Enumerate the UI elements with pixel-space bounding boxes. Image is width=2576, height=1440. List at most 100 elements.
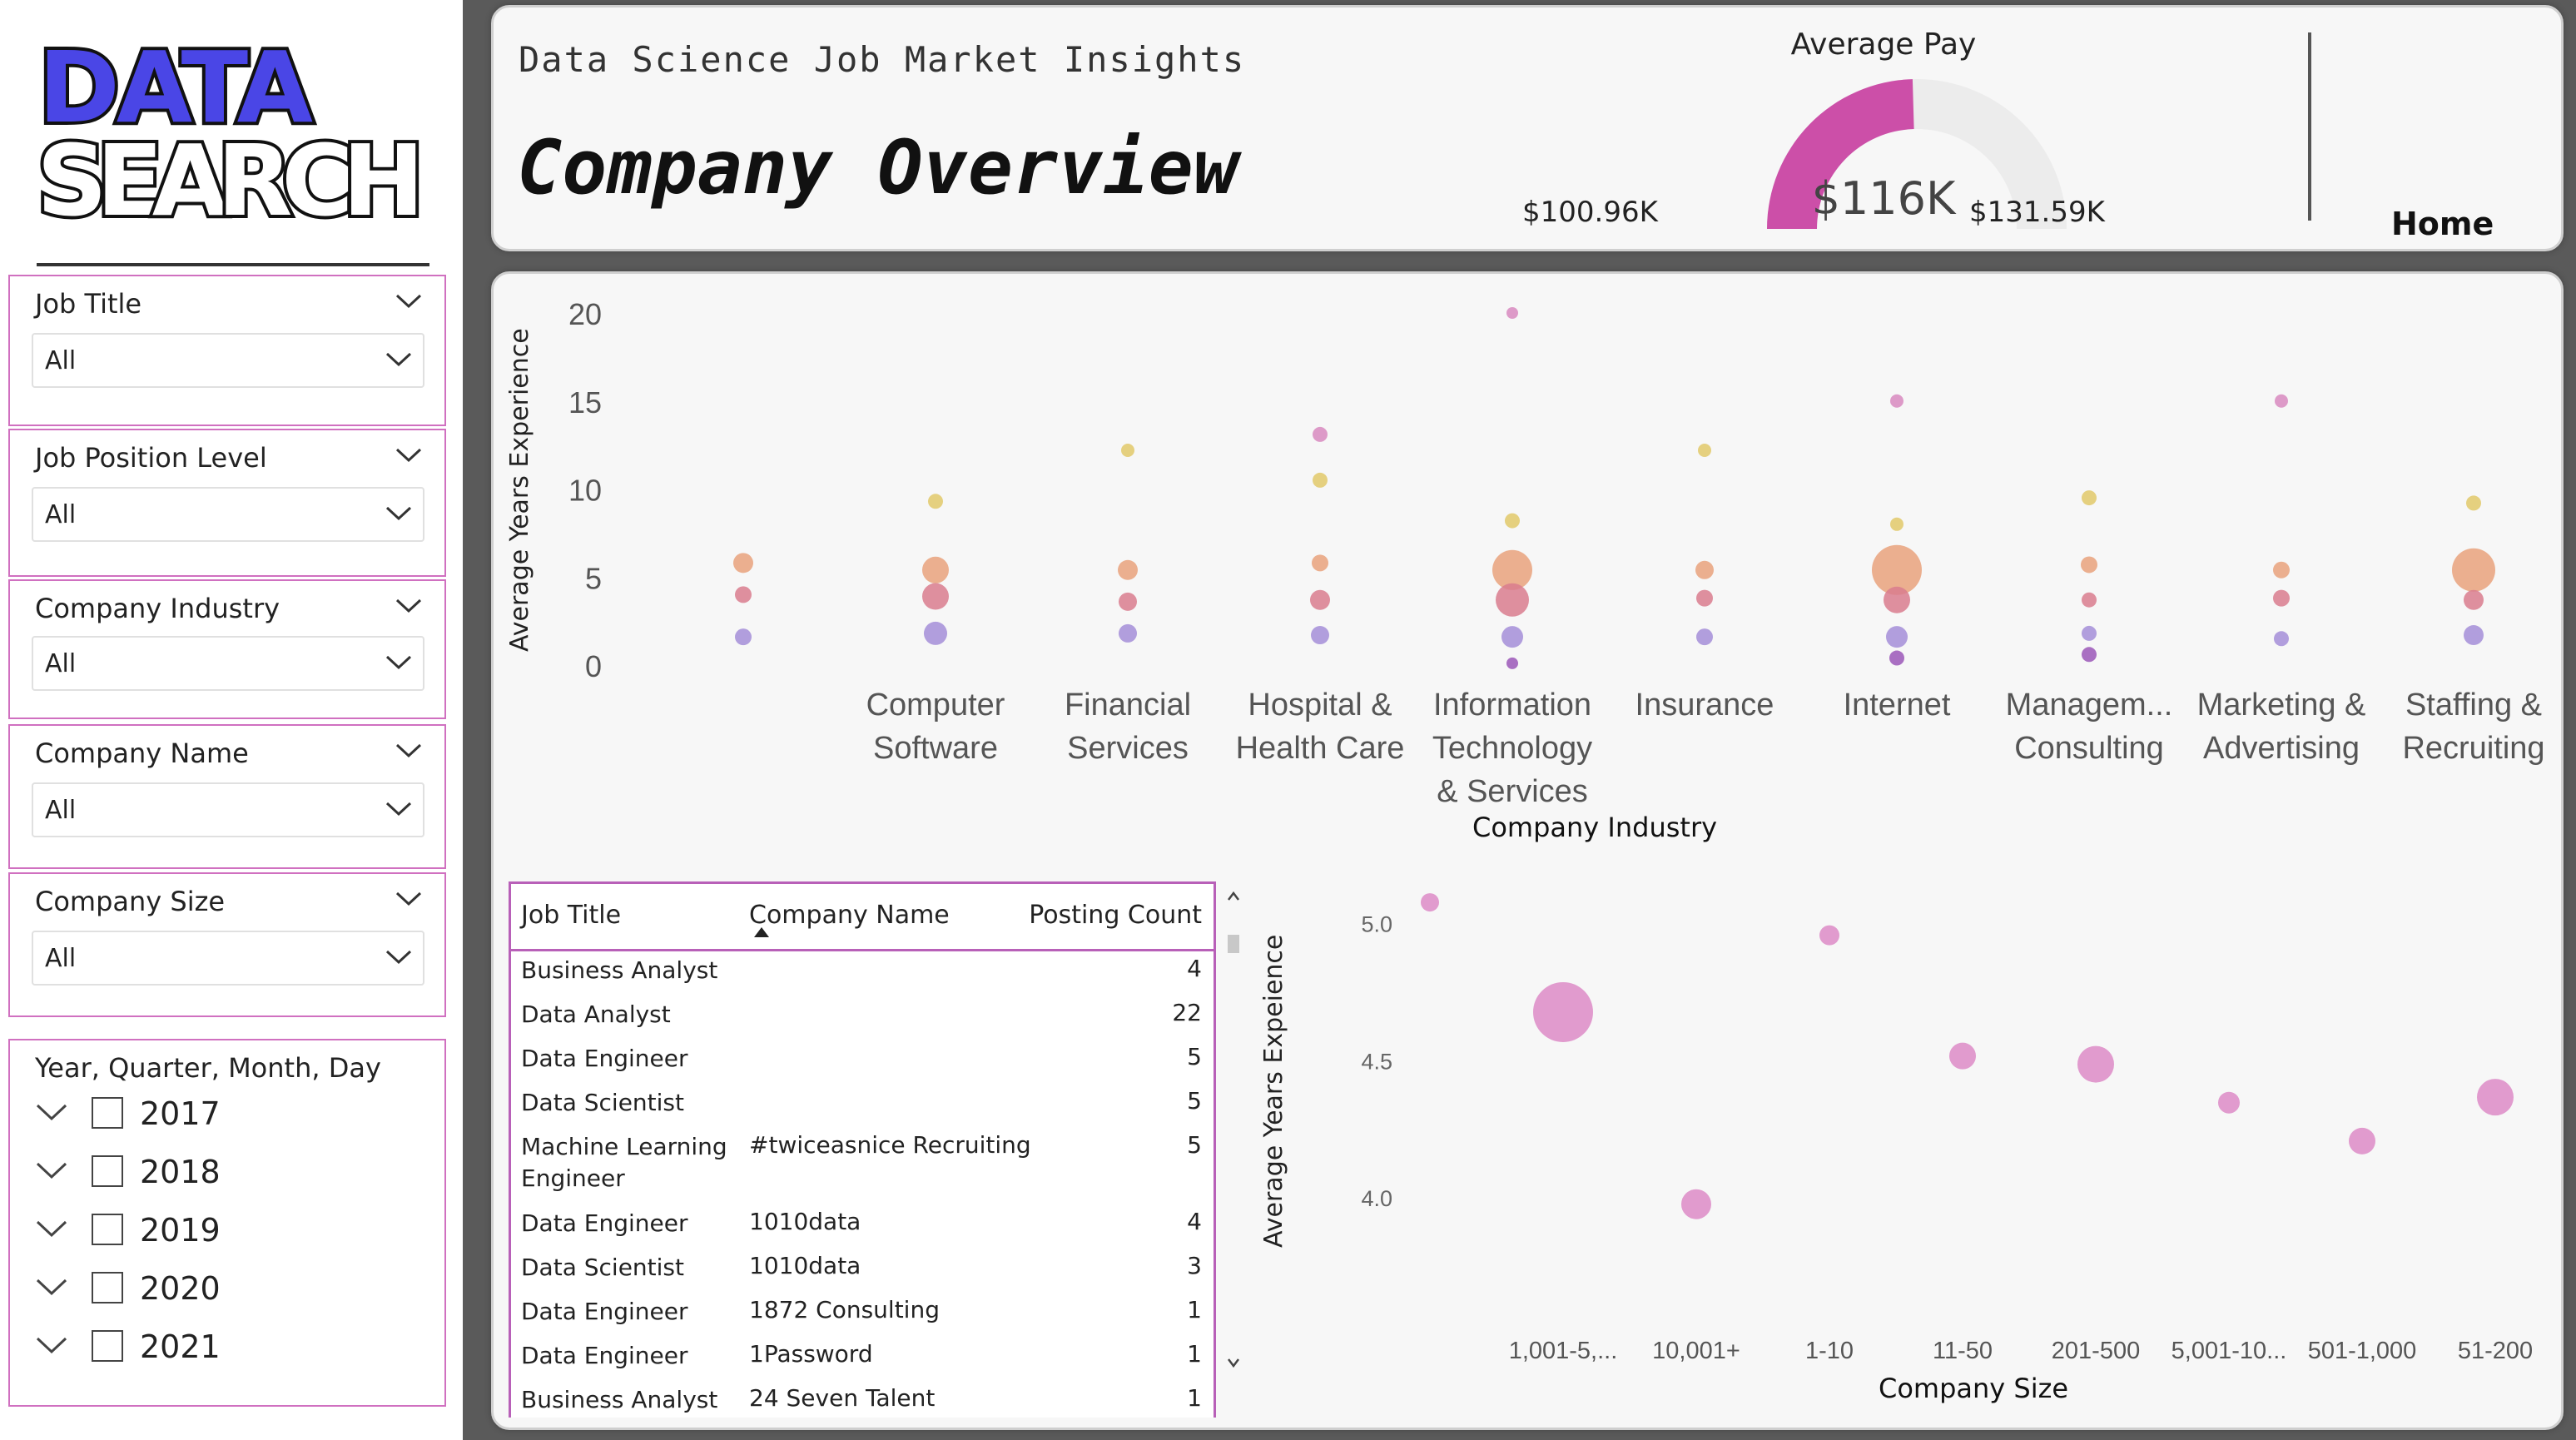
- job-title-dropdown[interactable]: All: [32, 333, 424, 388]
- data-point[interactable]: [1310, 589, 1330, 610]
- data-point[interactable]: [1949, 1042, 1976, 1070]
- expand-chevron-icon[interactable]: [35, 1277, 68, 1297]
- data-point[interactable]: [2452, 548, 2495, 592]
- data-point[interactable]: [2273, 589, 2290, 607]
- company-size-scatter-chart[interactable]: 4.0 4.5 5.0 1,001-5,...employe... 10,001+emp…: [1301, 873, 2558, 1373]
- data-point[interactable]: [1421, 893, 1439, 912]
- data-point[interactable]: [2082, 490, 2097, 506]
- scroll-thumb: [1228, 935, 1239, 953]
- expand-chevron-icon[interactable]: [35, 1335, 68, 1355]
- company-industry-dropdown[interactable]: All: [32, 636, 424, 691]
- data-point[interactable]: [2477, 1079, 2514, 1116]
- data-point[interactable]: [1872, 544, 1922, 595]
- chevron-down-icon[interactable]: [395, 293, 423, 310]
- y-tick-label: 0: [585, 649, 602, 683]
- year-checkbox[interactable]: [92, 1097, 123, 1129]
- job-postings-table[interactable]: Job Title Company Name Posting Count Bus…: [509, 881, 1239, 1419]
- col-header-posting-count[interactable]: Posting Count: [1029, 901, 1202, 930]
- data-point[interactable]: [2082, 625, 2097, 641]
- home-button[interactable]: Home: [2391, 206, 2494, 242]
- data-point[interactable]: [2082, 592, 2097, 608]
- year-item-2021[interactable]: 2021: [35, 1328, 368, 1378]
- expand-chevron-icon[interactable]: [35, 1160, 68, 1180]
- data-point[interactable]: [1311, 626, 1329, 645]
- data-point[interactable]: [1533, 981, 1593, 1042]
- data-point[interactable]: [1118, 559, 1138, 580]
- data-point[interactable]: [2466, 495, 2481, 511]
- data-point[interactable]: [735, 628, 752, 646]
- data-point[interactable]: [922, 556, 949, 583]
- data-point[interactable]: [1696, 628, 1713, 646]
- data-point[interactable]: [1312, 554, 1328, 572]
- data-point[interactable]: [735, 586, 752, 603]
- slicer-company-size[interactable]: Company Size All: [8, 872, 446, 1017]
- chevron-down-icon[interactable]: [395, 598, 423, 614]
- x-tick-label: 10,001+employe...: [1640, 1338, 1752, 1373]
- data-point[interactable]: [2464, 589, 2484, 610]
- data-point[interactable]: [1681, 1189, 1711, 1219]
- year-checkbox[interactable]: [92, 1272, 123, 1303]
- data-point[interactable]: [1886, 626, 1908, 648]
- expand-chevron-icon[interactable]: [35, 1102, 68, 1122]
- data-point[interactable]: [2077, 1045, 2114, 1083]
- data-point[interactable]: [1492, 549, 1532, 590]
- data-point[interactable]: [2464, 625, 2484, 646]
- data-point[interactable]: [1119, 623, 1137, 643]
- data-point[interactable]: [2275, 394, 2288, 408]
- year-item-2018[interactable]: 2018: [35, 1154, 368, 1204]
- data-point[interactable]: [1496, 583, 1529, 617]
- data-point[interactable]: [2273, 561, 2290, 578]
- data-point[interactable]: [1506, 657, 1518, 669]
- slicer-company-name[interactable]: Company Name All: [8, 724, 446, 869]
- x-tick-label: Computer Software: [866, 688, 1005, 766]
- data-point[interactable]: [1819, 925, 1839, 946]
- data-point[interactable]: [1696, 589, 1713, 607]
- expand-chevron-icon[interactable]: [35, 1219, 68, 1239]
- data-point[interactable]: [1505, 513, 1520, 529]
- data-point[interactable]: [733, 553, 753, 574]
- year-item-2019[interactable]: 2019: [35, 1212, 368, 1262]
- data-point[interactable]: [928, 494, 943, 509]
- data-point[interactable]: [1121, 443, 1134, 457]
- data-point[interactable]: [1506, 307, 1518, 319]
- data-point[interactable]: [1119, 592, 1137, 611]
- col-header-company-name[interactable]: Company Name: [749, 901, 950, 930]
- data-point[interactable]: [1698, 443, 1711, 457]
- date-hierarchy-slicer[interactable]: Year, Quarter, Month, Day 2017 2018 2019…: [8, 1039, 446, 1407]
- table-scrollbar[interactable]: [1224, 881, 1243, 1381]
- industry-scatter-chart[interactable]: 0 5 10 15 20 Computer Software Financial Service…: [543, 274, 2558, 865]
- data-point[interactable]: [1695, 560, 1714, 579]
- data-point[interactable]: [1890, 394, 1903, 408]
- slicer-company-industry[interactable]: Company Industry All: [8, 579, 446, 719]
- chevron-down-icon[interactable]: [395, 742, 423, 759]
- company-size-dropdown[interactable]: All: [32, 931, 424, 986]
- data-point[interactable]: [1313, 472, 1328, 488]
- data-point[interactable]: [1501, 626, 1523, 648]
- data-point[interactable]: [2218, 1091, 2240, 1114]
- company-name-dropdown[interactable]: All: [32, 782, 424, 837]
- main-panel: Average Years Experience 0 5 10 15 20 Compute…: [491, 271, 2564, 1430]
- data-point[interactable]: [922, 583, 949, 610]
- data-point[interactable]: [1313, 426, 1328, 442]
- data-point[interactable]: [2349, 1127, 2375, 1154]
- year-item-2020[interactable]: 2020: [35, 1270, 368, 1320]
- data-point[interactable]: [1890, 517, 1903, 531]
- data-point[interactable]: [1884, 586, 1910, 613]
- chevron-down-icon[interactable]: [395, 891, 423, 907]
- col-header-job-title[interactable]: Job Title: [521, 901, 622, 930]
- y-tick-label: 10: [568, 474, 602, 508]
- data-point[interactable]: [924, 621, 947, 645]
- data-point[interactable]: [2082, 647, 2097, 663]
- y-tick-label: 20: [568, 297, 602, 331]
- slicer-job-title[interactable]: Job Title All: [8, 275, 446, 426]
- year-checkbox[interactable]: [92, 1330, 123, 1362]
- slicer-job-position-level[interactable]: Job Position Level All: [8, 429, 446, 577]
- chevron-down-icon[interactable]: [395, 447, 423, 464]
- data-point[interactable]: [2081, 556, 2097, 574]
- year-checkbox[interactable]: [92, 1214, 123, 1245]
- data-point[interactable]: [1889, 650, 1904, 666]
- job-position-level-dropdown[interactable]: All: [32, 487, 424, 542]
- data-point[interactable]: [2274, 631, 2289, 647]
- year-item-2017[interactable]: 2017: [35, 1095, 368, 1145]
- year-checkbox[interactable]: [92, 1155, 123, 1187]
